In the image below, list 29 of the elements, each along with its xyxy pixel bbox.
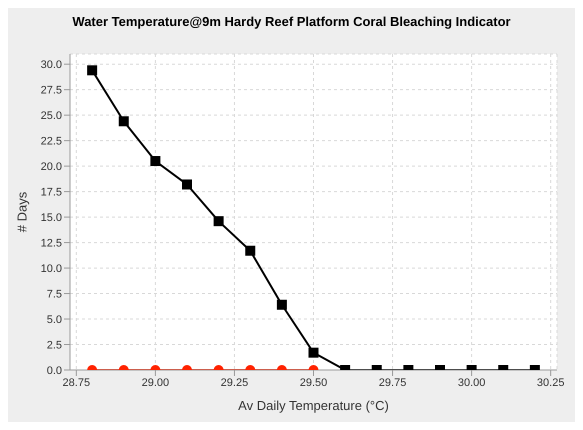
point: [118, 116, 129, 126]
y-tick-label: 17.5: [40, 186, 62, 199]
point: [214, 216, 224, 226]
x-tick-label: 30.25: [536, 376, 564, 389]
x-tick-label: 29.25: [220, 376, 248, 389]
x-tick-label: 29.00: [142, 376, 170, 389]
point: [182, 179, 192, 190]
y-tick-label: 0.0: [46, 364, 62, 377]
y-tick-label: 2.5: [46, 339, 62, 352]
x-tick-label: 30.00: [458, 376, 486, 389]
y-tick-label: 12.5: [40, 237, 62, 250]
point: [87, 65, 98, 76]
y-tick-label: 5.0: [46, 314, 62, 326]
y-tick-label: 30.0: [40, 59, 62, 72]
y-tick-label: 27.5: [40, 84, 62, 97]
x-tick-label: 28.75: [62, 376, 90, 389]
y-tick-label: 25.0: [40, 110, 62, 122]
point: [245, 246, 256, 256]
x-axis-title: Av Daily Temperature (°C): [238, 398, 389, 413]
y-tick-label: 10.0: [40, 262, 62, 275]
y-tick-label: 7.5: [46, 288, 62, 300]
x-tick-label: 29.75: [378, 376, 406, 389]
y-tick-label: 22.5: [40, 136, 62, 148]
y-tick-label: 20.0: [40, 161, 62, 174]
point: [150, 156, 160, 166]
y-tick-label: 15.0: [40, 212, 62, 224]
y-axis-title: # Days: [14, 191, 30, 232]
x-tick-label: 29.50: [300, 376, 328, 389]
chart-title: Water Temperature@9m Hardy Reef Platform Coral Bleaching Indicator: [71, 13, 512, 31]
